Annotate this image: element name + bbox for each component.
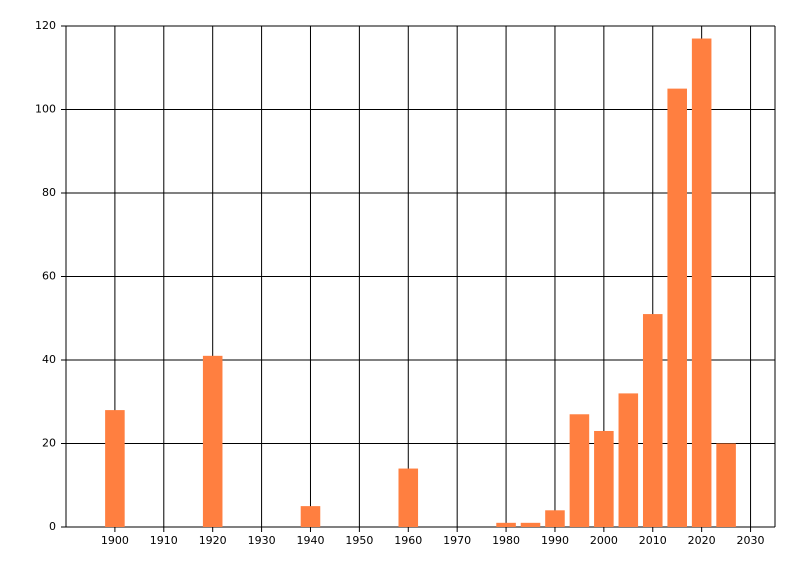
- bar: [642, 314, 663, 527]
- y-tick-label: 80: [42, 186, 56, 199]
- bar: [398, 468, 419, 527]
- bar: [618, 393, 639, 527]
- x-tick-label: 1930: [248, 534, 276, 547]
- x-tick-label: 2010: [639, 534, 667, 547]
- x-tick-label: 1900: [101, 534, 129, 547]
- x-tick-label: 2020: [688, 534, 716, 547]
- y-tick-label: 100: [35, 103, 56, 116]
- bar: [300, 506, 321, 527]
- x-tick-label: 1920: [199, 534, 227, 547]
- x-tick-label: 1970: [443, 534, 471, 547]
- x-tick-label: 1980: [492, 534, 520, 547]
- x-tick-label: 1910: [150, 534, 178, 547]
- x-tick-label: 1940: [296, 534, 324, 547]
- x-tick-label: 1950: [345, 534, 373, 547]
- bar: [520, 522, 541, 527]
- bar: [496, 522, 516, 527]
- bar: [105, 410, 125, 527]
- bar: [594, 430, 614, 527]
- y-tick-label: 20: [42, 437, 56, 450]
- bar: [202, 355, 223, 527]
- bar: [545, 510, 565, 527]
- bar: [569, 414, 590, 527]
- y-tick-label: 60: [42, 270, 56, 283]
- x-tick-label: 2000: [590, 534, 618, 547]
- bar: [691, 38, 712, 528]
- x-tick-label: 1960: [394, 534, 422, 547]
- y-tick-label: 0: [49, 520, 56, 533]
- y-tick-label: 40: [42, 353, 56, 366]
- x-tick-label: 1990: [541, 534, 569, 547]
- y-tick-label: 120: [35, 19, 56, 32]
- bar: [667, 88, 687, 527]
- bar: [716, 443, 736, 527]
- x-tick-label: 2030: [737, 534, 765, 547]
